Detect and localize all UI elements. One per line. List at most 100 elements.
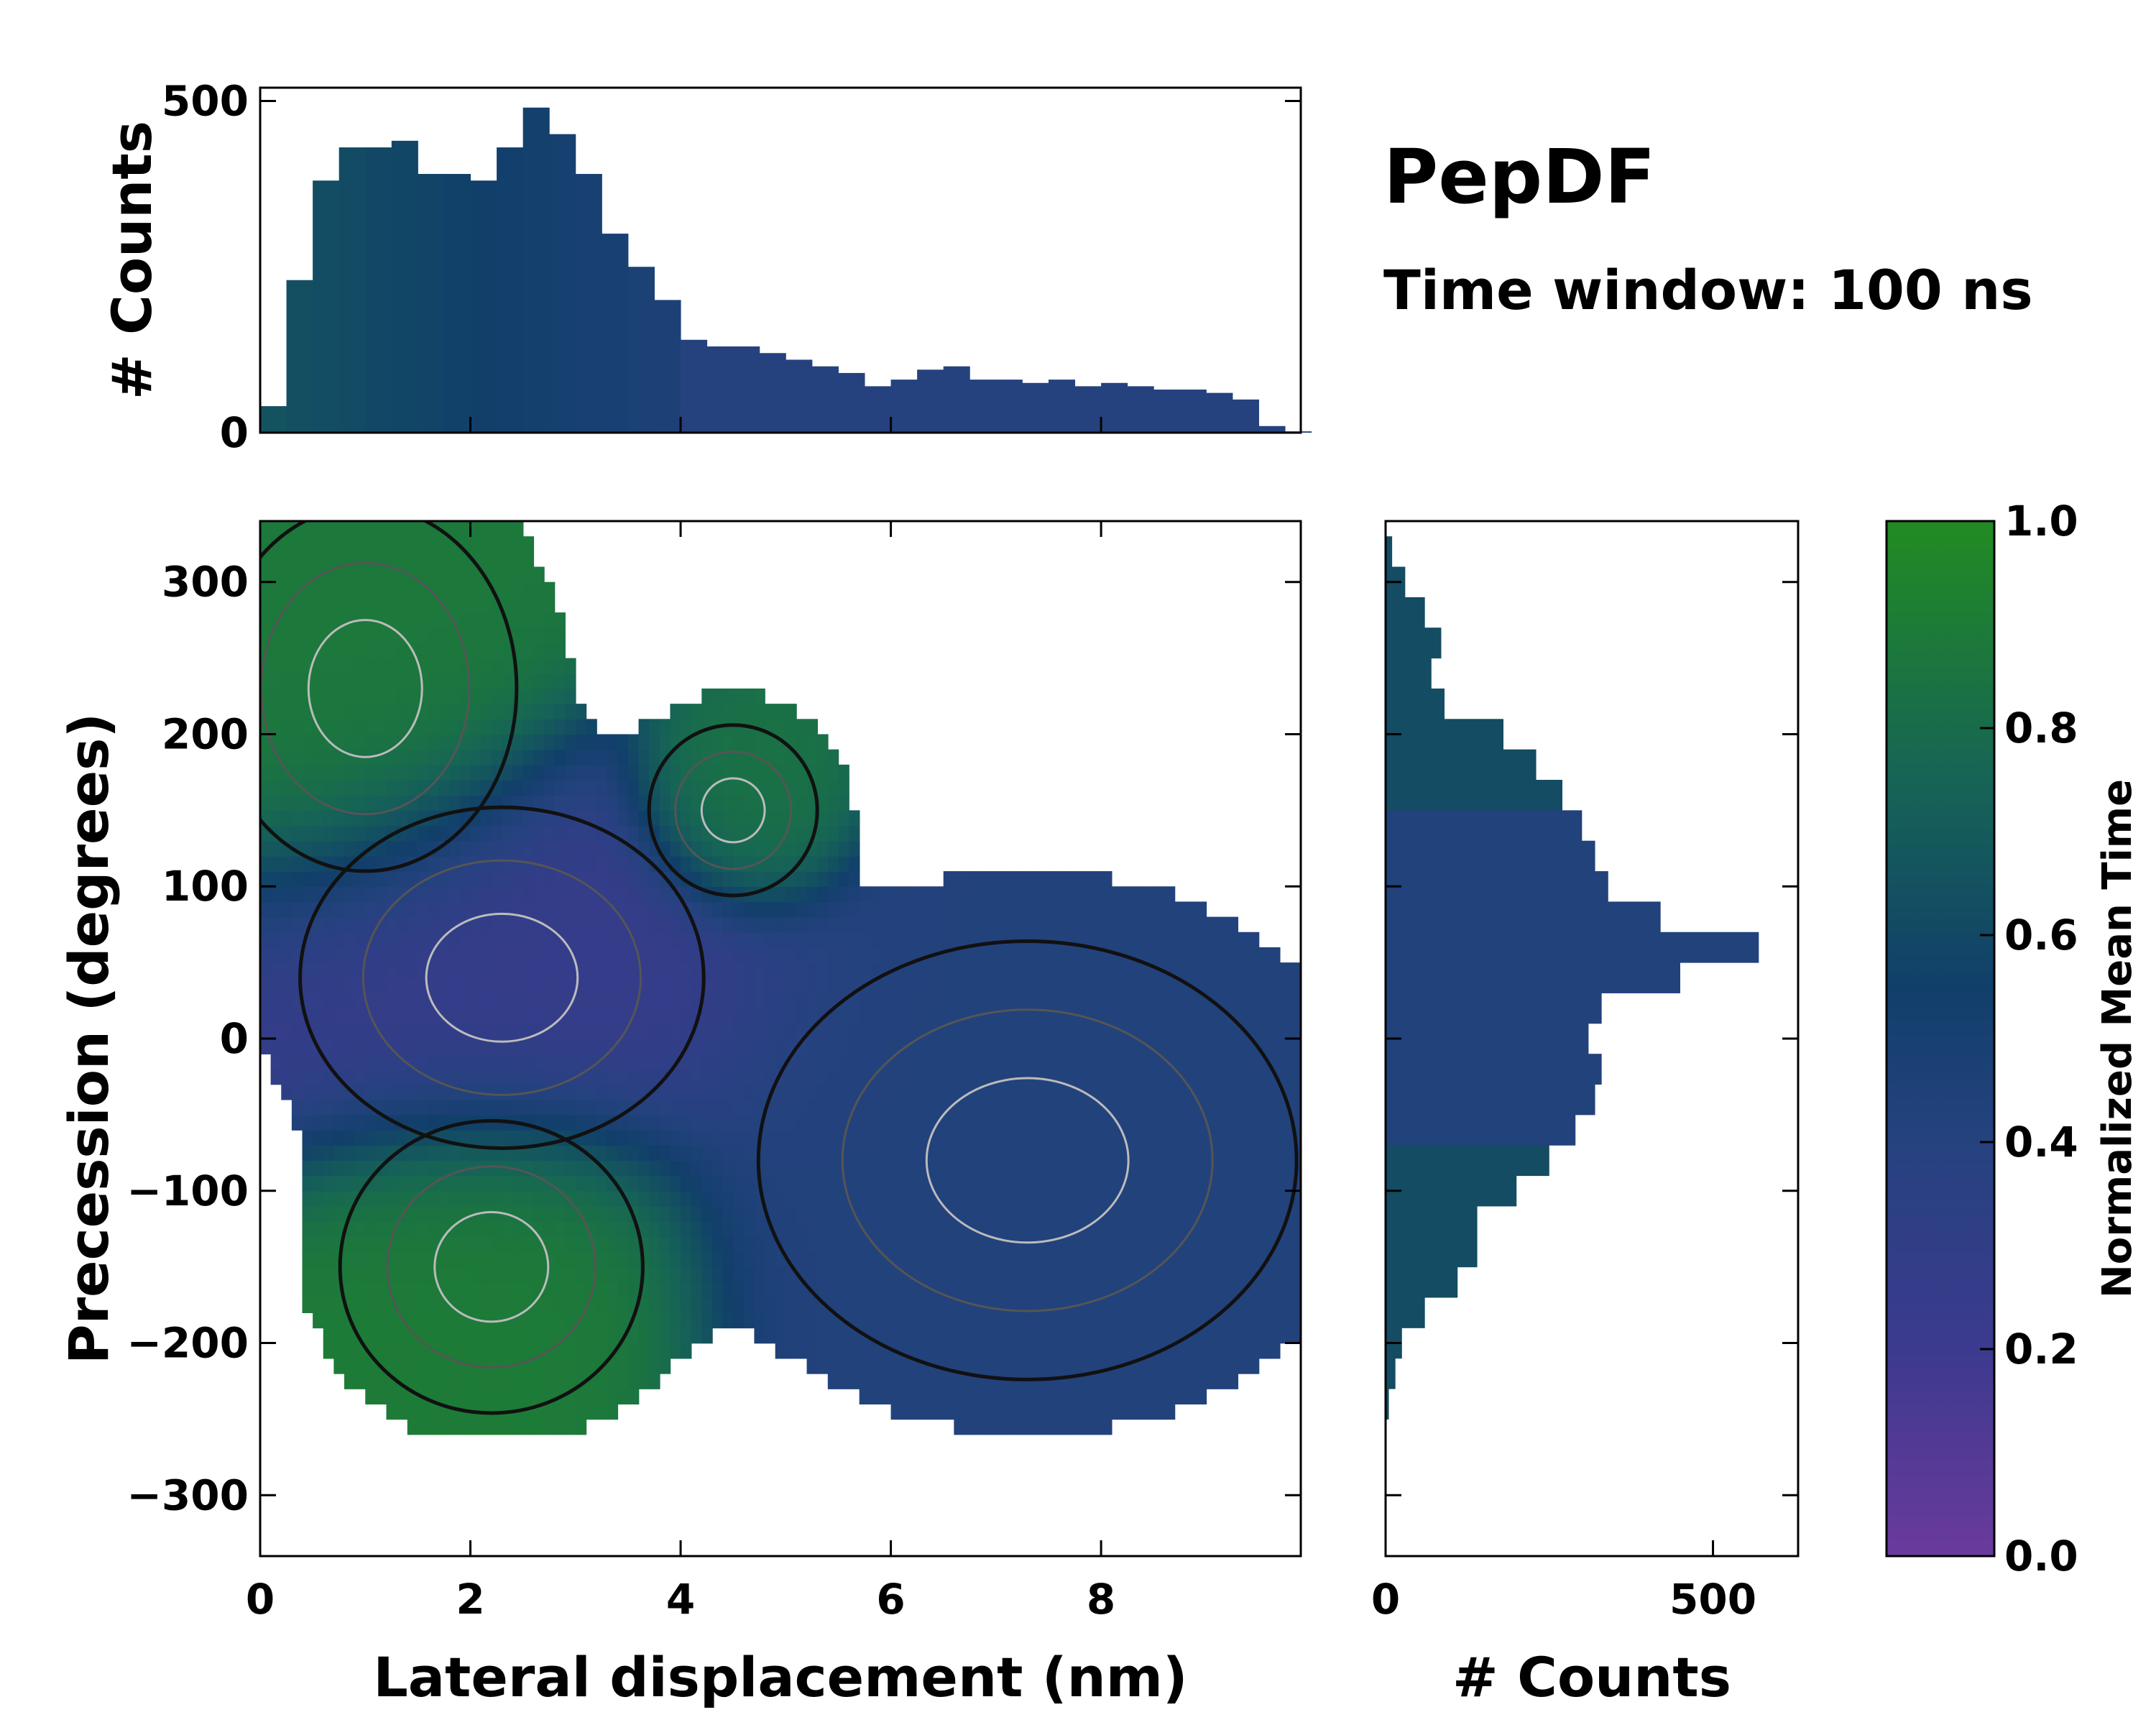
heatmap-cell: [438, 871, 451, 888]
heatmap-cell: [323, 764, 335, 781]
heatmap-cell: [1164, 978, 1176, 994]
heatmap-cell: [1017, 1069, 1028, 1085]
heatmap-cell: [491, 1236, 503, 1253]
heatmap-cell: [323, 1282, 335, 1298]
heatmap-cell: [733, 1175, 745, 1192]
heatmap-cell: [313, 810, 324, 827]
heatmap-cell: [691, 1099, 703, 1116]
heatmap-cell: [533, 673, 545, 689]
heatmap-cell: [344, 1039, 356, 1054]
heatmap-cell: [1290, 1054, 1301, 1070]
heatmap-cell: [386, 1069, 397, 1085]
heatmap-cell: [901, 886, 913, 903]
heatmap-cell: [344, 1328, 356, 1344]
heatmap-cell: [933, 1084, 944, 1100]
heatmap-cell: [1143, 1205, 1155, 1222]
heatmap-cell: [659, 1328, 671, 1344]
heatmap-cell: [922, 1205, 934, 1222]
heatmap-cell: [1164, 1236, 1176, 1253]
heatmap-cell: [438, 734, 451, 750]
heatmap-cell: [522, 1175, 535, 1192]
heatmap-cell: [627, 734, 640, 750]
heatmap-cell: [554, 1114, 566, 1131]
heatmap-cell: [291, 673, 303, 689]
heatmap-cell: [575, 1160, 587, 1177]
heatmap-cell: [1174, 1099, 1186, 1116]
heatmap-cell: [375, 901, 387, 918]
heatmap-cell: [333, 749, 345, 765]
heatmap-cell: [859, 1039, 871, 1054]
heatmap-cell: [1185, 1099, 1197, 1116]
heatmap-cell: [786, 764, 797, 781]
heatmap-cell: [397, 1328, 408, 1344]
heatmap-cell: [1238, 1312, 1249, 1329]
heatmap-cell: [870, 1282, 881, 1298]
heatmap-cell: [1027, 1023, 1039, 1039]
heatmap-cell: [386, 947, 397, 963]
heatmap-cell: [722, 1190, 734, 1207]
heatmap-cell: [586, 1039, 597, 1054]
heatmap-cell: [575, 1312, 587, 1329]
heatmap-cell: [491, 886, 503, 903]
heatmap-cell: [681, 1008, 692, 1024]
heatmap-cell: [995, 916, 1008, 933]
heatmap-cell: [459, 1160, 471, 1177]
heatmap-cell: [649, 1221, 660, 1238]
y-tick-label: 200: [162, 709, 249, 758]
heatmap-cell: [911, 1114, 923, 1131]
heatmap-cell: [870, 1175, 881, 1192]
heatmap-cell: [554, 719, 566, 735]
heatmap-cell: [1258, 1343, 1270, 1359]
heatmap-cell: [659, 1099, 671, 1116]
heatmap-cell: [985, 1205, 997, 1222]
heatmap-cell: [1059, 1236, 1071, 1253]
right-histogram-bar: [1386, 932, 1759, 963]
heatmap-cell: [291, 1114, 303, 1131]
heatmap-cell: [1048, 1266, 1060, 1283]
heatmap-cell: [1279, 1236, 1291, 1253]
heatmap-cell: [649, 1069, 660, 1085]
heatmap-cell: [1059, 1054, 1071, 1070]
heatmap-cell: [565, 825, 576, 842]
heatmap-cell: [281, 916, 292, 933]
heatmap-cell: [397, 1023, 408, 1039]
heatmap-cell: [344, 1114, 356, 1131]
heatmap-cell: [386, 1099, 397, 1116]
heatmap-cell: [1079, 1190, 1092, 1207]
heatmap-cell: [743, 1054, 755, 1070]
heatmap-cell: [313, 978, 324, 994]
heatmap-cell: [502, 1190, 513, 1207]
heatmap-cell: [954, 1023, 965, 1039]
heatmap-cell: [691, 795, 703, 811]
heatmap-cell: [302, 1069, 313, 1085]
heatmap-cell: [1143, 1084, 1155, 1100]
heatmap-cell: [691, 1130, 703, 1146]
heatmap-cell: [291, 719, 303, 735]
heatmap-cell: [617, 810, 629, 827]
heatmap-cell: [375, 1190, 387, 1207]
heatmap-cell: [1143, 1358, 1155, 1374]
heatmap-cell: [313, 886, 324, 903]
heatmap-cell: [1143, 1328, 1155, 1344]
heatmap-cell: [533, 1130, 545, 1146]
heatmap-cell: [1059, 1251, 1071, 1268]
heatmap-cell: [754, 780, 765, 796]
heatmap-cell: [302, 1236, 313, 1253]
heatmap-cell: [1069, 1160, 1081, 1177]
heatmap-cell: [1079, 993, 1092, 1009]
heatmap-cell: [943, 1328, 955, 1344]
heatmap-cell: [291, 551, 303, 568]
heatmap-cell: [1248, 1160, 1260, 1177]
heatmap-cell: [575, 719, 587, 735]
heatmap-cell: [1132, 1099, 1144, 1116]
heatmap-cell: [786, 1328, 797, 1344]
heatmap-cell: [817, 886, 829, 903]
heatmap-regions: [260, 521, 1301, 1435]
heatmap-cell: [786, 932, 797, 948]
heatmap-cell: [649, 916, 660, 933]
heatmap-cell: [1027, 1419, 1039, 1435]
heatmap-cell: [270, 521, 282, 537]
heatmap-cell: [1101, 1221, 1112, 1238]
heatmap-cell: [817, 947, 829, 963]
heatmap-cell: [911, 1023, 923, 1039]
